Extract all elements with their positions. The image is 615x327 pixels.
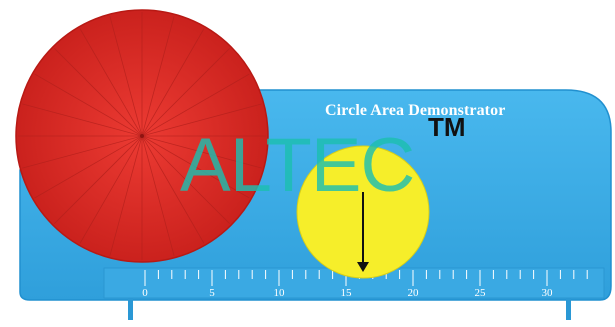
red-disk-sector-lines: [18, 12, 266, 260]
sector-line: [141, 135, 205, 244]
sector-line: [141, 73, 250, 137]
sector-line: [141, 135, 250, 199]
trademark-symbol: TM: [428, 112, 466, 142]
ruler-label-0: 0: [142, 287, 148, 299]
ruler-label-25: 25: [474, 287, 486, 299]
sector-line: [79, 28, 143, 137]
sector-line: [109, 16, 143, 137]
ruler-label-20: 20: [407, 287, 419, 299]
sector-line: [109, 135, 143, 256]
red-disk-center: [140, 134, 144, 138]
ruler-label-30: 30: [541, 287, 553, 299]
sector-line: [141, 135, 230, 224]
sector-line: [141, 16, 175, 137]
sector-line: [22, 135, 143, 169]
altec-watermark: ALTEC: [180, 123, 415, 208]
sector-line: [141, 48, 230, 137]
sector-line: [34, 135, 143, 199]
peg-left: [128, 298, 133, 320]
radius-arrowhead: [357, 262, 369, 272]
ruler-label-15: 15: [340, 287, 352, 299]
peg-right: [566, 298, 571, 320]
sector-line: [22, 103, 143, 137]
ruler-label-5: 5: [209, 287, 215, 299]
sector-line: [79, 135, 143, 244]
sector-line: [34, 73, 143, 137]
sector-line: [141, 135, 175, 256]
ruler-label-10: 10: [273, 287, 285, 299]
sector-line: [141, 135, 262, 169]
sector-line: [54, 48, 143, 137]
sector-line: [54, 135, 143, 224]
sector-line: [141, 103, 262, 137]
product-title: Circle Area Demonstrator: [325, 102, 506, 119]
sector-line: [141, 28, 205, 137]
